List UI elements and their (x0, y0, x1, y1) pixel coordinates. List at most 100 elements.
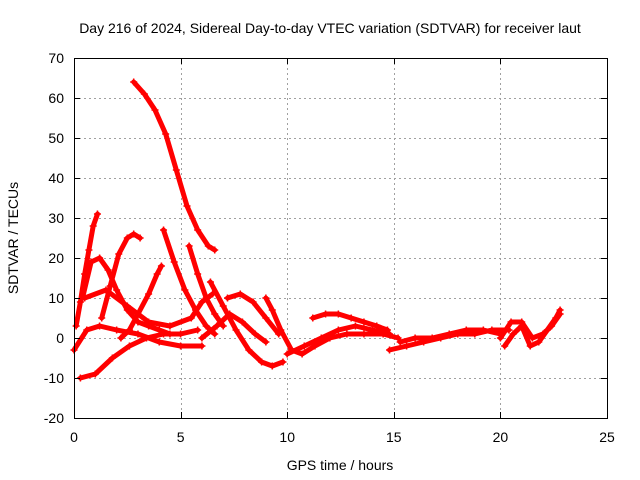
data-point (145, 290, 153, 298)
y-tick-label: 0 (56, 330, 64, 346)
data-point (501, 342, 509, 350)
data-point (496, 334, 504, 342)
x-tick-label: 25 (599, 429, 615, 445)
series-arc-4 (99, 231, 143, 321)
data-point (251, 330, 259, 338)
y-tick-label: 50 (48, 130, 64, 146)
data-point (262, 294, 270, 302)
data-point (102, 286, 110, 294)
data-point (194, 226, 202, 234)
data-point (140, 90, 148, 98)
data-point (548, 322, 556, 330)
data-point (72, 322, 80, 330)
data-point (151, 106, 159, 114)
y-tick-label: 40 (48, 170, 64, 186)
data-point (428, 334, 436, 342)
y-tick-label: -10 (44, 370, 64, 386)
data-point (96, 322, 104, 330)
data-point (136, 234, 144, 242)
x-tick-label: 20 (493, 429, 509, 445)
data-point (360, 318, 368, 326)
data-point (91, 370, 99, 378)
data-point (360, 330, 368, 338)
data-point (115, 250, 123, 258)
data-point (298, 350, 306, 358)
data-point (535, 338, 543, 346)
series-arc-11 (82, 287, 216, 329)
data-point (539, 330, 547, 338)
y-tick-label: 60 (48, 90, 64, 106)
x-tick-label: 5 (177, 429, 185, 445)
y-tick-label: 10 (48, 290, 64, 306)
data-point (177, 330, 185, 338)
data-point (556, 310, 564, 318)
chart-title: Day 216 of 2024, Sidereal Day-to-day VTE… (79, 20, 581, 36)
data-point (219, 302, 227, 310)
data-point (194, 326, 202, 334)
data-point (134, 330, 142, 338)
data-point (232, 326, 240, 334)
data-point (249, 298, 257, 306)
data-point (198, 298, 206, 306)
data-point (317, 334, 325, 342)
data-point (181, 286, 189, 294)
data-point (117, 334, 125, 342)
data-point (155, 326, 163, 334)
data-point (113, 326, 121, 334)
data-point (300, 342, 308, 350)
data-point (309, 314, 317, 322)
data-point (507, 318, 515, 326)
data-point (198, 342, 206, 350)
data-point (206, 278, 214, 286)
data-point (403, 342, 411, 350)
y-tick-label: -20 (44, 410, 64, 426)
data-point (98, 314, 106, 322)
data-point (268, 306, 276, 314)
data-point (209, 290, 217, 298)
data-point (396, 338, 404, 346)
data-point (528, 334, 536, 342)
data-point (155, 338, 163, 346)
data-point (211, 330, 219, 338)
data-point (334, 310, 342, 318)
data-point (113, 286, 121, 294)
data-point (108, 354, 116, 362)
data-point (445, 330, 453, 338)
data-point (106, 282, 114, 290)
data-point (368, 326, 376, 334)
data-point (202, 322, 210, 330)
data-point (526, 342, 534, 350)
y-axis-title: SDTVAR / TECUs (5, 182, 21, 294)
data-point (224, 294, 232, 302)
data-point (204, 242, 212, 250)
data-point (81, 294, 89, 302)
data-point (226, 310, 234, 318)
data-point (279, 358, 287, 366)
series-arc-12 (199, 311, 269, 345)
data-point (104, 266, 112, 274)
data-point (373, 322, 381, 330)
data-point (87, 258, 95, 266)
plot-frame (74, 58, 608, 419)
data-point (76, 298, 84, 306)
data-point (236, 290, 244, 298)
data-point (245, 346, 253, 354)
data-point (172, 166, 180, 174)
data-point (160, 226, 168, 234)
data-point (125, 342, 133, 350)
y-tick-label: 30 (48, 210, 64, 226)
data-point (145, 318, 153, 326)
x-axis-title: GPS time / hours (287, 457, 394, 473)
data-point (386, 330, 394, 338)
data-point (123, 302, 131, 310)
data-point (258, 358, 266, 366)
data-point (162, 130, 170, 138)
grid (74, 58, 607, 418)
y-tick-label: 20 (48, 250, 64, 266)
x-tick-label: 0 (70, 429, 78, 445)
data-point (130, 230, 138, 238)
data-point (93, 210, 101, 218)
data-point (130, 78, 138, 86)
data-point (170, 258, 178, 266)
